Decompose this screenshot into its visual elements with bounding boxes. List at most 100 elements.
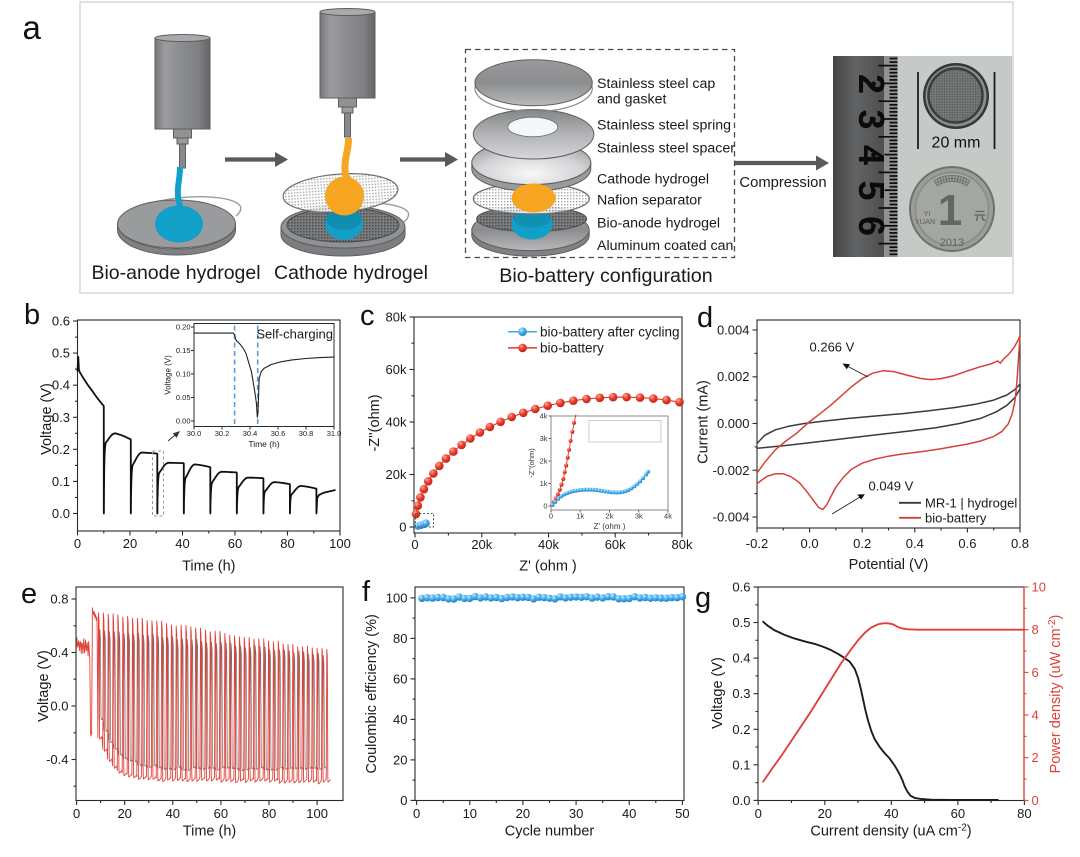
svg-text:30.0: 30.0 (187, 429, 202, 438)
svg-text:0.05: 0.05 (176, 393, 191, 402)
svg-text:40: 40 (622, 806, 636, 821)
svg-text:and gasket: and gasket (597, 92, 666, 108)
svg-text:31.0: 31.0 (327, 429, 342, 438)
svg-text:50: 50 (675, 806, 689, 821)
svg-text:YUAN: YUAN (915, 217, 936, 226)
svg-text:Voltage (V): Voltage (V) (39, 383, 55, 455)
svg-text:0: 0 (413, 806, 420, 821)
svg-text:60: 60 (214, 806, 228, 821)
svg-text:80: 80 (1017, 806, 1031, 821)
svg-text:0: 0 (543, 502, 547, 511)
svg-text:1k: 1k (576, 512, 584, 521)
svg-text:0.0: 0.0 (50, 699, 68, 714)
svg-text:0.1: 0.1 (52, 474, 70, 489)
svg-text:0.0: 0.0 (52, 506, 70, 521)
svg-text:0.4: 0.4 (50, 645, 68, 660)
svg-text:100: 100 (306, 806, 328, 821)
svg-text:4k: 4k (664, 512, 672, 521)
svg-text:g: g (695, 582, 711, 614)
svg-text:20: 20 (123, 536, 137, 551)
svg-text:0: 0 (400, 793, 407, 808)
svg-text:80k: 80k (672, 537, 693, 552)
svg-text:30.8: 30.8 (299, 429, 314, 438)
svg-text:Bio-anode hydrogel: Bio-anode hydrogel (91, 262, 260, 284)
svg-text:bio-battery after cycling: bio-battery after cycling (540, 325, 680, 340)
svg-text:0.20: 0.20 (176, 323, 191, 332)
svg-text:0.5: 0.5 (52, 346, 70, 361)
svg-text:MR-1 | hydrogel: MR-1 | hydrogel (925, 495, 1017, 510)
svg-text:0.4: 0.4 (52, 378, 70, 393)
svg-text:60: 60 (393, 671, 407, 686)
svg-text:-0.4: -0.4 (46, 752, 68, 767)
svg-text:20k: 20k (471, 537, 492, 552)
svg-text:2k: 2k (540, 457, 548, 466)
svg-text:0.10: 0.10 (176, 370, 191, 379)
svg-text:80: 80 (280, 536, 294, 551)
svg-text:20: 20 (117, 806, 131, 821)
svg-text:0.3: 0.3 (732, 686, 750, 701)
svg-text:20: 20 (818, 806, 832, 821)
svg-text:80: 80 (262, 806, 276, 821)
svg-text:30.4: 30.4 (243, 429, 258, 438)
svg-text:Coulombic efficiency (%): Coulombic efficiency (%) (364, 614, 380, 773)
svg-text:0.0: 0.0 (732, 793, 750, 808)
svg-text:0.002: 0.002 (717, 369, 750, 384)
svg-text:Cycle number: Cycle number (505, 824, 595, 840)
svg-text:60: 60 (228, 536, 242, 551)
svg-text:1k: 1k (540, 479, 548, 488)
svg-text:0.266 V: 0.266 V (810, 340, 855, 355)
svg-text:0.1: 0.1 (732, 757, 750, 772)
svg-text:Stainless steel spring: Stainless steel spring (597, 118, 731, 134)
svg-text:2k: 2k (606, 512, 614, 521)
svg-text:0: 0 (74, 536, 81, 551)
svg-text:20: 20 (393, 752, 407, 767)
svg-text:b: b (24, 299, 40, 331)
svg-text:0.000: 0.000 (717, 416, 750, 431)
svg-text:2013: 2013 (940, 237, 964, 249)
svg-text:0.004: 0.004 (717, 323, 750, 338)
svg-text:0: 0 (755, 806, 762, 821)
svg-text:Stainless steel cap: Stainless steel cap (597, 76, 715, 92)
svg-text:100: 100 (386, 590, 408, 605)
svg-text:Self-charging: Self-charging (256, 327, 333, 342)
svg-text:0.4: 0.4 (906, 536, 924, 551)
svg-text:Nafion separator: Nafion separator (597, 193, 702, 209)
svg-text:4: 4 (1032, 708, 1039, 723)
svg-text:0.049 V: 0.049 V (869, 479, 914, 494)
svg-text:3k: 3k (635, 512, 643, 521)
svg-text:Power density (uW cm-2): Power density (uW cm-2) (1047, 615, 1064, 774)
svg-text:a: a (23, 9, 42, 46)
svg-text:80k: 80k (386, 310, 407, 325)
svg-text:0.4: 0.4 (732, 651, 750, 666)
svg-text:0.6: 0.6 (958, 536, 976, 551)
svg-text:Voltage (V): Voltage (V) (36, 650, 52, 722)
svg-text:-Z''(ohm): -Z''(ohm) (527, 448, 536, 478)
svg-text:4k: 4k (540, 412, 548, 421)
svg-text:f: f (362, 576, 371, 608)
svg-text:10: 10 (463, 806, 477, 821)
svg-text:bio-battery: bio-battery (540, 341, 604, 356)
svg-text:20k: 20k (386, 467, 407, 482)
svg-text:20 mm: 20 mm (932, 135, 981, 152)
svg-text:40: 40 (884, 806, 898, 821)
svg-text:40: 40 (175, 536, 189, 551)
svg-text:-Z''(ohm): -Z''(ohm) (367, 394, 383, 451)
svg-text:0.8: 0.8 (1011, 536, 1029, 551)
svg-text:bio-battery: bio-battery (925, 510, 987, 525)
svg-text:Voltage (V): Voltage (V) (164, 355, 173, 395)
svg-text:0.6: 0.6 (732, 580, 750, 595)
svg-text:Potential (V): Potential (V) (849, 557, 929, 573)
svg-text:0.2: 0.2 (52, 442, 70, 457)
svg-text:Current (mA): Current (mA) (696, 380, 712, 464)
svg-text:0.8: 0.8 (50, 592, 68, 607)
svg-text:0.2: 0.2 (853, 536, 871, 551)
svg-text:40: 40 (166, 806, 180, 821)
svg-text:d: d (697, 302, 713, 334)
svg-text:0.0: 0.0 (801, 536, 819, 551)
svg-text:Aluminum coated can: Aluminum coated can (597, 238, 733, 254)
svg-text:30.6: 30.6 (271, 429, 286, 438)
svg-text:80: 80 (393, 631, 407, 646)
svg-text:Stainless steel spacer: Stainless steel spacer (597, 141, 735, 157)
svg-text:Bio-battery configuration: Bio-battery configuration (499, 265, 712, 287)
svg-text:0: 0 (1032, 793, 1039, 808)
